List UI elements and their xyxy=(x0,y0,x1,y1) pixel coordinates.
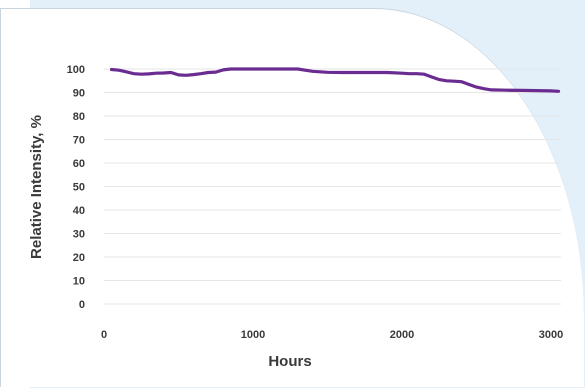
x-tick-label: 3000 xyxy=(539,329,563,341)
line-chart: 0 10 20 30 40 50 60 70 80 90 100 0 1000 2000 3000 Hou… xyxy=(28,64,563,370)
y-tick-label: 40 xyxy=(73,205,85,217)
series-line xyxy=(109,67,561,93)
y-tick-label: 90 xyxy=(73,88,85,100)
x-axis-ticks: 0 1000 2000 3000 xyxy=(101,329,563,341)
y-tick-label: 10 xyxy=(73,276,85,288)
y-tick-label: 80 xyxy=(73,111,85,123)
y-tick-label: 50 xyxy=(73,182,85,194)
x-axis-title: Hours xyxy=(268,353,311,370)
y-tick-label: 100 xyxy=(67,64,85,76)
y-tick-label: 0 xyxy=(79,299,85,311)
x-tick-label: 0 xyxy=(101,329,107,341)
series-layer xyxy=(109,67,561,93)
x-tick-label: 2000 xyxy=(390,329,414,341)
x-tick-label: 1000 xyxy=(241,329,265,341)
y-tick-label: 30 xyxy=(73,229,85,241)
y-axis-title: Relative Intensity, % xyxy=(28,115,45,259)
chart-card: 0 10 20 30 40 50 60 70 80 90 100 0 1000 2000 3000 Hou… xyxy=(0,8,584,387)
y-tick-label: 70 xyxy=(73,135,85,147)
grid-layer xyxy=(104,68,561,305)
y-tick-label: 60 xyxy=(73,158,85,170)
y-tick-label: 20 xyxy=(73,252,85,264)
y-axis-ticks: 0 10 20 30 40 50 60 70 80 90 100 xyxy=(67,64,85,311)
